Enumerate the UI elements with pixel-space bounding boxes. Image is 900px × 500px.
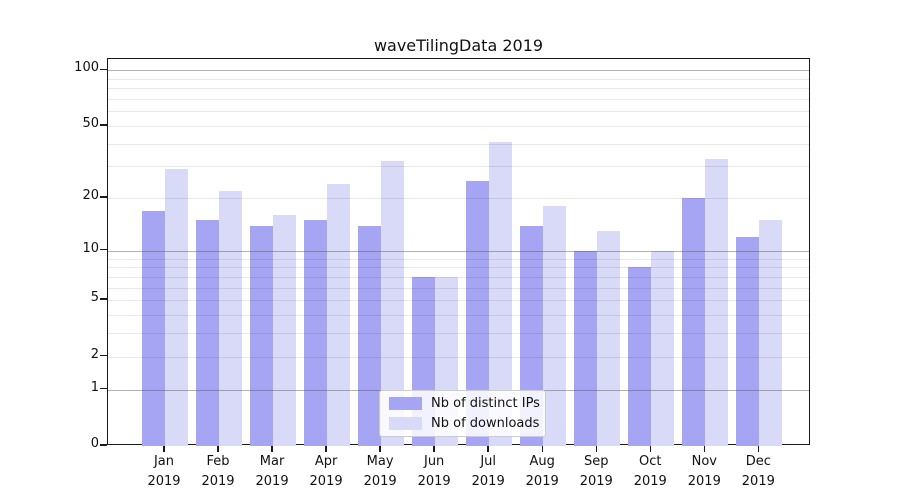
bar-distinct-ips-apr bbox=[304, 220, 328, 446]
bar-downloads-jan bbox=[165, 169, 188, 446]
bar-distinct-ips-feb bbox=[196, 220, 220, 446]
x-tick-label-year: 2019 bbox=[687, 474, 721, 489]
y-tick-label: 1 bbox=[90, 379, 99, 395]
x-tick-label: Jul 2019 bbox=[453, 452, 523, 492]
legend: Nb of distinct IPs Nb of downloads bbox=[379, 390, 546, 437]
y-tick-label: 100 bbox=[74, 60, 99, 76]
bar-downloads-may bbox=[381, 161, 405, 446]
x-tick-label: Oct 2019 bbox=[615, 452, 685, 492]
x-tick-label-year: 2019 bbox=[309, 474, 343, 489]
x-tick-label-year: 2019 bbox=[417, 474, 451, 489]
x-tick-label-month: May bbox=[366, 454, 394, 469]
legend-item-distinct-ips: Nb of distinct IPs bbox=[389, 396, 540, 411]
bar-distinct-ips-oct bbox=[628, 267, 652, 446]
x-tick-label-month: Jul bbox=[480, 454, 497, 469]
x-tick-label: Feb 2019 bbox=[183, 452, 253, 492]
x-tick-label-month: Jun bbox=[423, 454, 445, 469]
x-tick-mark bbox=[757, 445, 760, 452]
legend-swatch-downloads bbox=[389, 417, 422, 430]
bar-downloads-oct bbox=[651, 250, 675, 446]
bar-downloads-nov bbox=[705, 158, 729, 446]
bar-distinct-ips-dec bbox=[736, 237, 760, 446]
x-tick-label-year: 2019 bbox=[255, 474, 289, 489]
x-tick-mark bbox=[649, 445, 651, 452]
chart-title: waveTilingData 2019 bbox=[373, 36, 544, 55]
x-tick-label: Jun 2019 bbox=[399, 452, 469, 492]
bar-downloads-aug bbox=[543, 206, 567, 446]
y-tick-label: 0 bbox=[90, 436, 99, 451]
x-tick-label-month: Sep bbox=[583, 454, 609, 469]
bar-distinct-ips-may bbox=[358, 225, 382, 446]
x-tick-mark bbox=[379, 445, 381, 452]
x-tick-label-month: Aug bbox=[529, 454, 555, 469]
x-tick-label-month: Jan bbox=[153, 454, 175, 469]
x-tick-mark bbox=[163, 445, 165, 452]
bar-downloads-sep bbox=[597, 231, 621, 446]
x-tick-mark bbox=[541, 445, 543, 452]
bar-downloads-feb bbox=[219, 190, 243, 446]
legend-label-downloads: Nb of downloads bbox=[431, 416, 540, 431]
bar-downloads-mar bbox=[273, 215, 297, 446]
x-tick-label-year: 2019 bbox=[741, 474, 775, 489]
x-tick-label-month: Feb bbox=[206, 454, 230, 469]
x-tick-label-month: Nov bbox=[691, 454, 717, 469]
y-tick-mark bbox=[100, 249, 107, 251]
x-tick-label-year: 2019 bbox=[201, 474, 235, 489]
x-tick-label-year: 2019 bbox=[633, 474, 667, 489]
x-tick-label-month: Dec bbox=[745, 454, 771, 469]
x-tick-label: Jan 2019 bbox=[129, 452, 199, 492]
x-tick-label: Aug 2019 bbox=[507, 452, 577, 492]
x-tick-label: Nov 2019 bbox=[669, 452, 739, 492]
y-tick-label: 5 bbox=[90, 290, 99, 306]
x-tick-label: Dec 2019 bbox=[723, 452, 793, 492]
y-tick-mark bbox=[100, 444, 107, 446]
legend-swatch-distinct-ips bbox=[389, 397, 422, 410]
x-tick-mark bbox=[217, 445, 219, 452]
x-tick-label: Sep 2019 bbox=[561, 452, 631, 492]
plot-area bbox=[107, 58, 810, 446]
y-tick-mark bbox=[100, 387, 107, 390]
x-tick-mark bbox=[271, 445, 273, 452]
y-tick-mark bbox=[100, 68, 107, 70]
y-tick-label: 10 bbox=[82, 240, 99, 256]
y-tick-mark bbox=[100, 354, 107, 357]
x-tick-mark bbox=[595, 445, 597, 452]
legend-label-distinct-ips: Nb of distinct IPs bbox=[431, 396, 540, 411]
y-tick-mark bbox=[100, 298, 107, 300]
x-tick-label-year: 2019 bbox=[579, 474, 613, 489]
bar-distinct-ips-sep bbox=[574, 250, 598, 446]
y-tick-label: 2 bbox=[90, 346, 99, 362]
x-tick-label-month: Apr bbox=[314, 454, 338, 469]
x-tick-label-month: Mar bbox=[259, 454, 285, 469]
x-tick-label-year: 2019 bbox=[525, 474, 559, 489]
x-tick-label: Apr 2019 bbox=[291, 452, 361, 492]
x-tick-label-month: Oct bbox=[639, 454, 662, 469]
bar-distinct-ips-nov bbox=[682, 198, 706, 446]
x-tick-mark bbox=[325, 445, 327, 452]
bars-layer bbox=[108, 59, 809, 446]
bar-downloads-jul bbox=[489, 141, 513, 446]
x-tick-label-year: 2019 bbox=[363, 474, 397, 489]
x-tick-label-year: 2019 bbox=[147, 474, 181, 489]
bar-downloads-apr bbox=[327, 183, 351, 446]
x-tick-mark bbox=[703, 445, 705, 452]
bar-distinct-ips-jul bbox=[466, 180, 490, 446]
y-tick-mark bbox=[100, 196, 107, 198]
y-tick-label: 20 bbox=[82, 188, 99, 204]
x-tick-label: May 2019 bbox=[345, 452, 415, 492]
y-tick-mark bbox=[100, 124, 107, 126]
x-tick-label-year: 2019 bbox=[471, 474, 505, 489]
x-tick-label: Mar 2019 bbox=[237, 452, 307, 492]
y-tick-label: 50 bbox=[82, 115, 99, 131]
x-tick-mark bbox=[487, 445, 489, 452]
bar-downloads-dec bbox=[759, 220, 783, 446]
bar-distinct-ips-jan bbox=[142, 210, 165, 446]
x-tick-mark bbox=[433, 445, 435, 452]
legend-item-downloads: Nb of downloads bbox=[389, 416, 540, 431]
bar-distinct-ips-mar bbox=[250, 225, 274, 446]
